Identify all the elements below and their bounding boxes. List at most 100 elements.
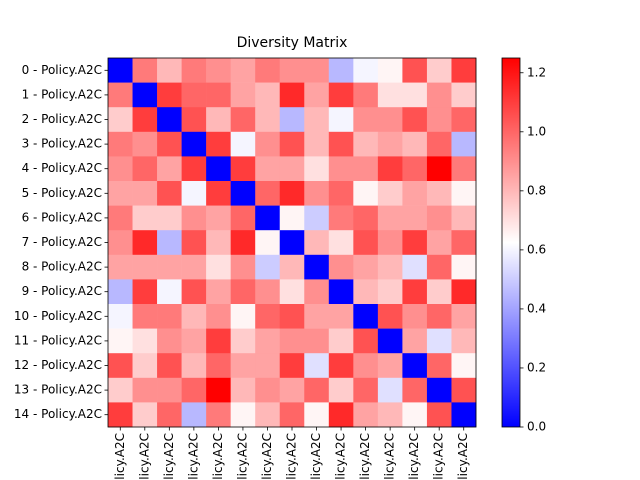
heatmap-cell [157,131,182,157]
heatmap-cell [206,402,231,428]
heatmap-cell [230,82,256,108]
heatmap-cell [377,181,403,206]
heatmap-cell [255,205,281,231]
heatmap-cell [108,181,133,206]
heatmap-cell [304,304,330,329]
heatmap-cell [304,279,330,305]
y-tick-label: 6 - Policy.A2C [22,210,102,224]
x-tick-label: 7 - Policy.A2C [285,433,299,480]
x-tick-label: 9 - Policy.A2C [334,433,348,480]
heatmap-cell [426,377,452,403]
heatmap-cell [304,205,330,231]
heatmap-cell [181,181,207,206]
heatmap-cell [108,230,133,256]
heatmap-cell [377,353,403,379]
heatmap-cell [181,58,207,83]
heatmap-cell [206,107,231,133]
heatmap-cell [402,353,428,379]
heatmap-cell [451,254,477,280]
heatmap-cell [108,205,133,231]
heatmap-cell [426,353,452,379]
heatmap-cell [377,107,403,133]
heatmap-cell [181,377,207,403]
heatmap-cell [230,402,256,428]
y-tick-label: 7 - Policy.A2C [22,235,102,249]
x-tick-label: 2 - Policy.A2C [162,433,176,480]
heatmap-cell [328,254,354,280]
heatmap-cell [451,328,477,354]
heatmap-cell [279,353,305,379]
heatmap-cell [108,279,133,305]
heatmap-cell [353,328,379,354]
x-tick-label: 14 - Policy.A2C [456,433,470,480]
heatmap-cell [402,230,428,256]
heatmap-cell [353,230,379,256]
heatmap-cell [328,156,354,182]
x-tick-label: 8 - Policy.A2C [309,433,323,480]
heatmap-cell [157,254,182,280]
x-tick-label: 0 - Policy.A2C [113,433,127,480]
heatmap-cell [426,279,452,305]
heatmap-cell [328,230,354,256]
heatmap-cell [426,205,452,231]
heatmap-cell [304,58,330,83]
heatmap-cell [451,279,477,305]
heatmap-cell [255,377,281,403]
heatmap-cell [377,58,403,83]
heatmap-cell [451,107,477,133]
heatmap-cell [108,82,133,108]
heatmap-cell [328,131,354,157]
heatmap-cell [451,377,477,403]
x-tick-label: 11 - Policy.A2C [383,433,397,480]
y-tick-label: 1 - Policy.A2C [22,87,102,101]
heatmap-cell [426,304,452,329]
heatmap-cell [255,254,281,280]
colorbar-tick-label: 0.4 [527,301,546,315]
heatmap-cell [279,279,305,305]
heatmap-cell [255,131,281,157]
heatmap-cell [328,82,354,108]
heatmap-cell [157,181,182,206]
heatmap-cell [132,131,158,157]
heatmap-cell [426,181,452,206]
heatmap-cell [426,58,452,83]
heatmap-cell [132,377,158,403]
heatmap-cell [304,353,330,379]
heatmap-cell [230,353,256,379]
x-tick-label: 4 - Policy.A2C [211,433,225,480]
heatmap-cell [108,402,133,428]
heatmap-cell [279,181,305,206]
heatmap-cell [255,279,281,305]
heatmap-cell [108,377,133,403]
heatmap-cell [255,230,281,256]
heatmap-cell [132,254,158,280]
heatmap-cell [353,353,379,379]
heatmap-cell [328,58,354,83]
heatmap-cell [353,131,379,157]
heatmap-cell [181,328,207,354]
heatmap-cell [230,58,256,83]
heatmap-cell [377,131,403,157]
heatmap-cell [108,156,133,182]
colorbar-tick-label: 0.0 [527,420,546,434]
heatmap-cell [230,279,256,305]
heatmap-cell [132,328,158,354]
heatmap-cell [230,377,256,403]
heatmap-cell [132,402,158,428]
heatmap-cell [353,304,379,329]
heatmap-cell [181,107,207,133]
colorbar-tick-label: 1.0 [527,124,546,138]
heatmap-cell [451,181,477,206]
heatmap-cell [157,107,182,133]
heatmap-cell [304,181,330,206]
heatmap-cell [304,156,330,182]
heatmap-cell [181,205,207,231]
y-tick-label: 3 - Policy.A2C [22,137,102,151]
colorbar-tick-label: 0.2 [527,360,546,374]
heatmap-cell [353,107,379,133]
heatmap-cell [304,82,330,108]
heatmap-cell [181,230,207,256]
heatmap-cell [451,353,477,379]
heatmap-cell [255,107,281,133]
